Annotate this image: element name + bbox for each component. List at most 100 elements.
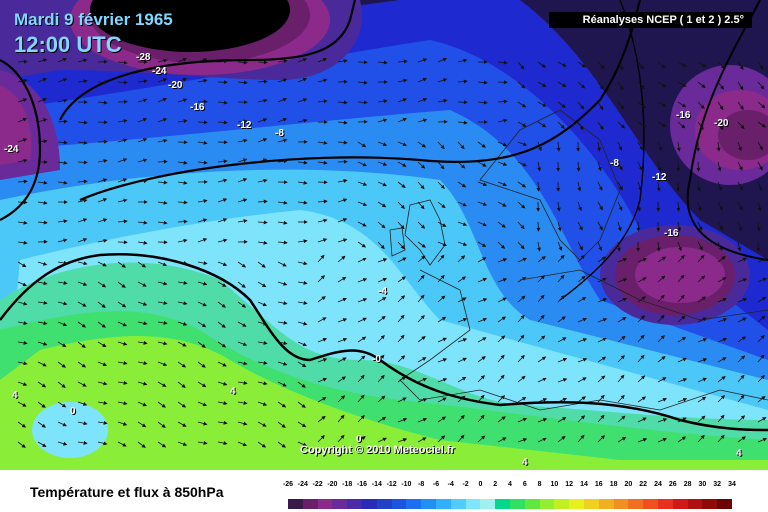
wind-arrow bbox=[117, 301, 127, 308]
wind-arrow bbox=[737, 394, 745, 403]
wind-arrow bbox=[717, 81, 725, 90]
wind-arrow bbox=[597, 277, 607, 283]
wind-arrow bbox=[297, 261, 308, 266]
wind-arrow bbox=[397, 117, 408, 123]
wind-arrow bbox=[257, 281, 267, 288]
wind-arrow bbox=[17, 179, 28, 184]
wind-arrow bbox=[197, 160, 208, 165]
contour-label: -16 bbox=[190, 102, 205, 113]
wind-arrow bbox=[377, 181, 387, 187]
wind-arrow bbox=[617, 161, 623, 171]
wind-arrow bbox=[297, 160, 308, 165]
wind-arrow bbox=[617, 257, 628, 263]
wind-arrow bbox=[696, 181, 701, 192]
wind-arrow bbox=[257, 261, 266, 268]
wind-arrow bbox=[137, 220, 148, 225]
wind-arrow bbox=[437, 416, 447, 423]
wind-arrow bbox=[397, 141, 408, 147]
wind-arrow bbox=[397, 355, 406, 363]
wind-arrow bbox=[537, 121, 547, 128]
wind-arrow bbox=[556, 141, 561, 152]
contour-label: -4 bbox=[378, 286, 387, 297]
wind-arrow bbox=[737, 317, 747, 323]
wind-arrow bbox=[677, 398, 688, 403]
wind-arrow bbox=[337, 318, 348, 323]
wind-arrow bbox=[457, 241, 468, 246]
legend-tick-label: 20 bbox=[624, 481, 633, 488]
wind-arrow bbox=[357, 141, 367, 148]
wind-arrow bbox=[237, 198, 248, 203]
wind-arrow bbox=[277, 281, 288, 286]
wind-arrow bbox=[297, 321, 308, 326]
wind-arrow bbox=[57, 301, 68, 306]
wind-arrow bbox=[597, 221, 603, 231]
wind-arrow bbox=[117, 60, 128, 65]
wind-arrow bbox=[97, 420, 108, 425]
wind-arrow bbox=[477, 435, 486, 443]
wind-arrow bbox=[377, 416, 387, 423]
wind-arrow bbox=[317, 160, 328, 165]
wind-arrow bbox=[77, 218, 88, 223]
wind-arrow bbox=[77, 381, 87, 387]
wind-arrow bbox=[17, 200, 28, 205]
wind-arrow bbox=[757, 437, 768, 443]
wind-arrow bbox=[237, 301, 247, 308]
wind-arrow bbox=[177, 361, 187, 368]
wind-arrow bbox=[437, 221, 447, 227]
footer-title: Température et flux à 850hPa bbox=[30, 484, 224, 500]
wind-arrow bbox=[397, 98, 408, 103]
wind-arrow bbox=[477, 317, 488, 323]
wind-arrow bbox=[377, 99, 388, 104]
wind-arrow bbox=[537, 61, 546, 68]
wind-arrow bbox=[757, 277, 767, 283]
wind-arrow bbox=[137, 421, 147, 428]
wind-arrow bbox=[217, 361, 227, 367]
legend-tick-label: 6 bbox=[522, 481, 527, 488]
wind-arrow bbox=[177, 219, 188, 224]
wind-arrow bbox=[297, 441, 307, 447]
wind-arrow bbox=[717, 221, 723, 231]
wind-arrow bbox=[597, 414, 605, 423]
data-source-label: Réanalyses NCEP ( 1 et 2 ) 2.5° bbox=[548, 12, 752, 28]
wind-arrow bbox=[157, 421, 166, 428]
wind-arrow bbox=[757, 315, 766, 323]
wind-arrow bbox=[417, 221, 426, 229]
wind-arrow bbox=[337, 297, 347, 303]
wind-arrow bbox=[677, 121, 686, 129]
wind-arrow bbox=[157, 58, 168, 63]
wind-arrow bbox=[517, 438, 528, 443]
wind-arrow bbox=[117, 261, 126, 268]
wind-arrow bbox=[677, 274, 685, 283]
legend-color-cell bbox=[362, 499, 377, 509]
legend-color-cell bbox=[658, 499, 673, 509]
wind-arrow bbox=[77, 58, 88, 63]
legend-tick-label: 22 bbox=[639, 481, 648, 488]
wind-arrow bbox=[397, 78, 408, 83]
wind-arrow bbox=[17, 401, 27, 407]
wind-arrow bbox=[197, 440, 208, 445]
wind-arrow bbox=[617, 101, 625, 110]
wind-arrow bbox=[597, 201, 603, 211]
wind-arrow bbox=[756, 221, 761, 232]
wind-arrow bbox=[737, 355, 746, 363]
wind-arrow bbox=[17, 261, 27, 268]
contour-label: 4 bbox=[736, 448, 742, 459]
wind-arrow bbox=[137, 240, 148, 245]
wind-arrow bbox=[637, 296, 646, 303]
wind-arrow bbox=[417, 377, 428, 383]
wind-arrow bbox=[77, 120, 88, 125]
wind-arrow bbox=[617, 415, 626, 423]
wind-arrow bbox=[77, 140, 88, 145]
wind-arrow bbox=[77, 198, 88, 203]
wind-arrow bbox=[497, 354, 505, 363]
wind-arrow bbox=[597, 141, 602, 152]
wind-arrow bbox=[277, 261, 287, 267]
wind-arrow bbox=[716, 141, 721, 152]
legend-color-cell bbox=[332, 499, 348, 509]
wind-arrow bbox=[757, 101, 766, 109]
wind-arrow bbox=[537, 335, 546, 343]
wind-arrow bbox=[557, 378, 568, 383]
contour-label: -28 bbox=[136, 52, 151, 63]
wind-arrow bbox=[517, 141, 528, 146]
legend-tick-label: 24 bbox=[654, 481, 662, 488]
